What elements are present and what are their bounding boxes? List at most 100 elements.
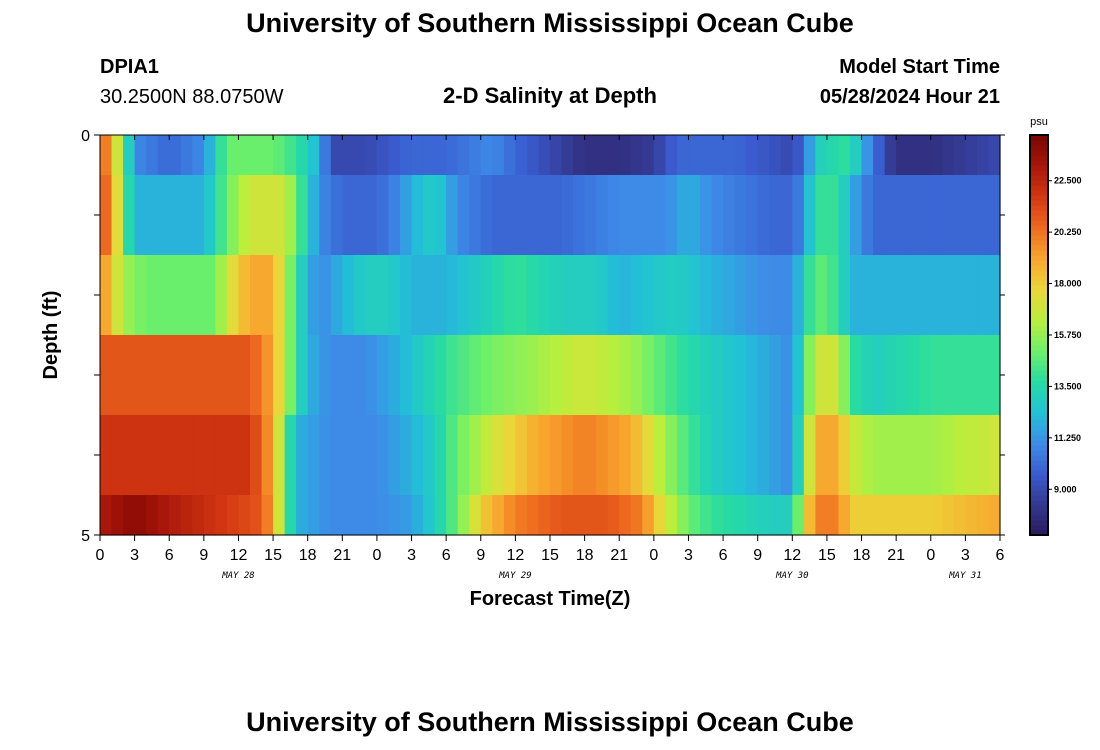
heatmap-cell	[873, 415, 886, 496]
heatmap-cell	[169, 415, 182, 496]
heatmap-cell	[273, 415, 286, 496]
colorbar-segment	[1030, 200, 1048, 206]
heatmap-cell	[492, 335, 505, 416]
colorbar-segment	[1030, 400, 1048, 406]
heatmap-cell	[296, 255, 309, 336]
heatmap-cell	[803, 335, 816, 416]
heatmap-cell	[850, 135, 863, 176]
heatmap-cell	[873, 335, 886, 416]
heatmap-cell	[192, 415, 205, 496]
heatmap-cell	[838, 135, 851, 176]
heatmap-cell	[146, 495, 159, 536]
heatmap-cell	[169, 255, 182, 336]
heatmap-cell	[169, 175, 182, 256]
heatmap-cell	[780, 135, 793, 176]
heatmap-cell	[550, 495, 563, 536]
heatmap-cell	[434, 495, 447, 536]
heatmap-cell	[157, 335, 170, 416]
heatmap-cell	[826, 135, 840, 176]
heatmap-cell	[157, 175, 170, 256]
date-label: MAY 28	[221, 571, 255, 581]
heatmap-cell	[480, 175, 493, 256]
heatmap-cell	[769, 135, 782, 176]
heatmap-cell	[953, 415, 966, 496]
heatmap-cell	[607, 415, 620, 496]
heatmap-cell	[642, 175, 655, 256]
colorbar-segment	[1030, 430, 1048, 436]
heatmap-cell	[665, 415, 678, 496]
heatmap-cell	[769, 495, 782, 536]
colorbar-segment	[1030, 190, 1048, 196]
colorbar-segment	[1030, 515, 1048, 521]
heatmap-cell	[503, 335, 516, 416]
station-id: DPIA1	[100, 56, 159, 78]
colorbar-segment	[1030, 205, 1048, 211]
x-tick-label: 0	[372, 547, 381, 564]
heatmap-cell	[100, 335, 113, 416]
heatmap-cell	[100, 415, 113, 496]
heatmap-cell	[307, 415, 320, 496]
colorbar-segment	[1030, 135, 1048, 141]
heatmap-cell	[273, 135, 286, 176]
heatmap-cell	[111, 135, 124, 176]
heatmap-cell	[884, 495, 897, 536]
heatmap-cell	[653, 495, 666, 536]
heatmap-cell	[850, 415, 863, 496]
heatmap-cell	[896, 415, 909, 496]
x-tick-label: 9	[476, 547, 485, 564]
heatmap-cell	[676, 255, 690, 336]
heatmap-cell	[134, 495, 147, 536]
colorbar-segment	[1030, 340, 1048, 346]
heatmap-cell	[192, 175, 205, 256]
heatmap-cell	[861, 255, 874, 336]
heatmap-cell	[953, 495, 966, 536]
heatmap-cell	[446, 255, 459, 336]
heatmap-cell	[896, 135, 909, 176]
colorbar-segment	[1030, 175, 1048, 181]
heatmap-cell	[457, 135, 470, 176]
heatmap-cell	[307, 135, 320, 176]
heatmap-cell	[157, 415, 170, 496]
heatmap-cell	[930, 415, 943, 496]
heatmap-cell	[261, 175, 274, 256]
heatmap-cell	[146, 335, 159, 416]
heatmap-cell	[411, 335, 424, 416]
heatmap-cell	[330, 175, 343, 256]
heatmap-cell	[792, 335, 805, 416]
heatmap-cell	[273, 175, 286, 256]
heatmap-cell	[342, 255, 355, 336]
x-tick-label: 6	[165, 547, 174, 564]
heatmap-cell	[976, 415, 990, 496]
colorbar-segment	[1030, 405, 1048, 411]
heatmap-cell	[850, 255, 863, 336]
heatmap-cell	[873, 495, 886, 536]
heatmap-cell	[400, 335, 413, 416]
heatmap-cell	[100, 135, 113, 176]
heatmap-cell	[711, 335, 724, 416]
heatmap-cell	[411, 495, 424, 536]
heatmap-cell	[146, 175, 159, 256]
heatmap-cell	[250, 335, 263, 416]
y-axis-label: Depth (ft)	[40, 291, 62, 380]
heatmap-cell	[619, 415, 632, 496]
heatmap-cell	[273, 335, 286, 416]
heatmap-cell	[561, 175, 574, 256]
heatmap-cell	[423, 175, 436, 256]
colorbar-segment	[1030, 480, 1048, 486]
heatmap-cell	[250, 135, 263, 176]
heatmap-cell	[330, 415, 343, 496]
heatmap-cell	[596, 175, 609, 256]
heatmap-cell	[353, 175, 366, 256]
heatmap-cell	[861, 335, 874, 416]
heatmap-cell	[734, 335, 747, 416]
heatmap-cell	[134, 255, 147, 336]
heatmap-cell	[434, 415, 447, 496]
heatmap-cell	[296, 175, 309, 256]
heatmap-cell	[550, 415, 563, 496]
heatmap-cell	[561, 415, 574, 496]
heatmap-cell	[365, 495, 378, 536]
colorbar-segment	[1030, 280, 1048, 286]
heatmap-cell	[596, 335, 609, 416]
heatmap-cell	[561, 255, 574, 336]
heatmap-cell	[365, 175, 378, 256]
